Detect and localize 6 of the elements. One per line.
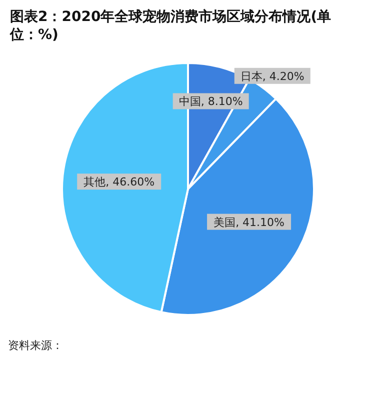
slice-label: 美国, 41.10% (214, 216, 285, 229)
slice-label: 日本, 4.20% (240, 70, 304, 83)
text: 资料来源： (8, 338, 64, 353)
chart-title: 图表2：2020年全球宠物消费市场区域分布情况(单位：%) (8, 8, 332, 44)
slice-label: 其他, 46.60% (84, 176, 155, 189)
slice-label: 中国, 8.10% (178, 95, 243, 108)
